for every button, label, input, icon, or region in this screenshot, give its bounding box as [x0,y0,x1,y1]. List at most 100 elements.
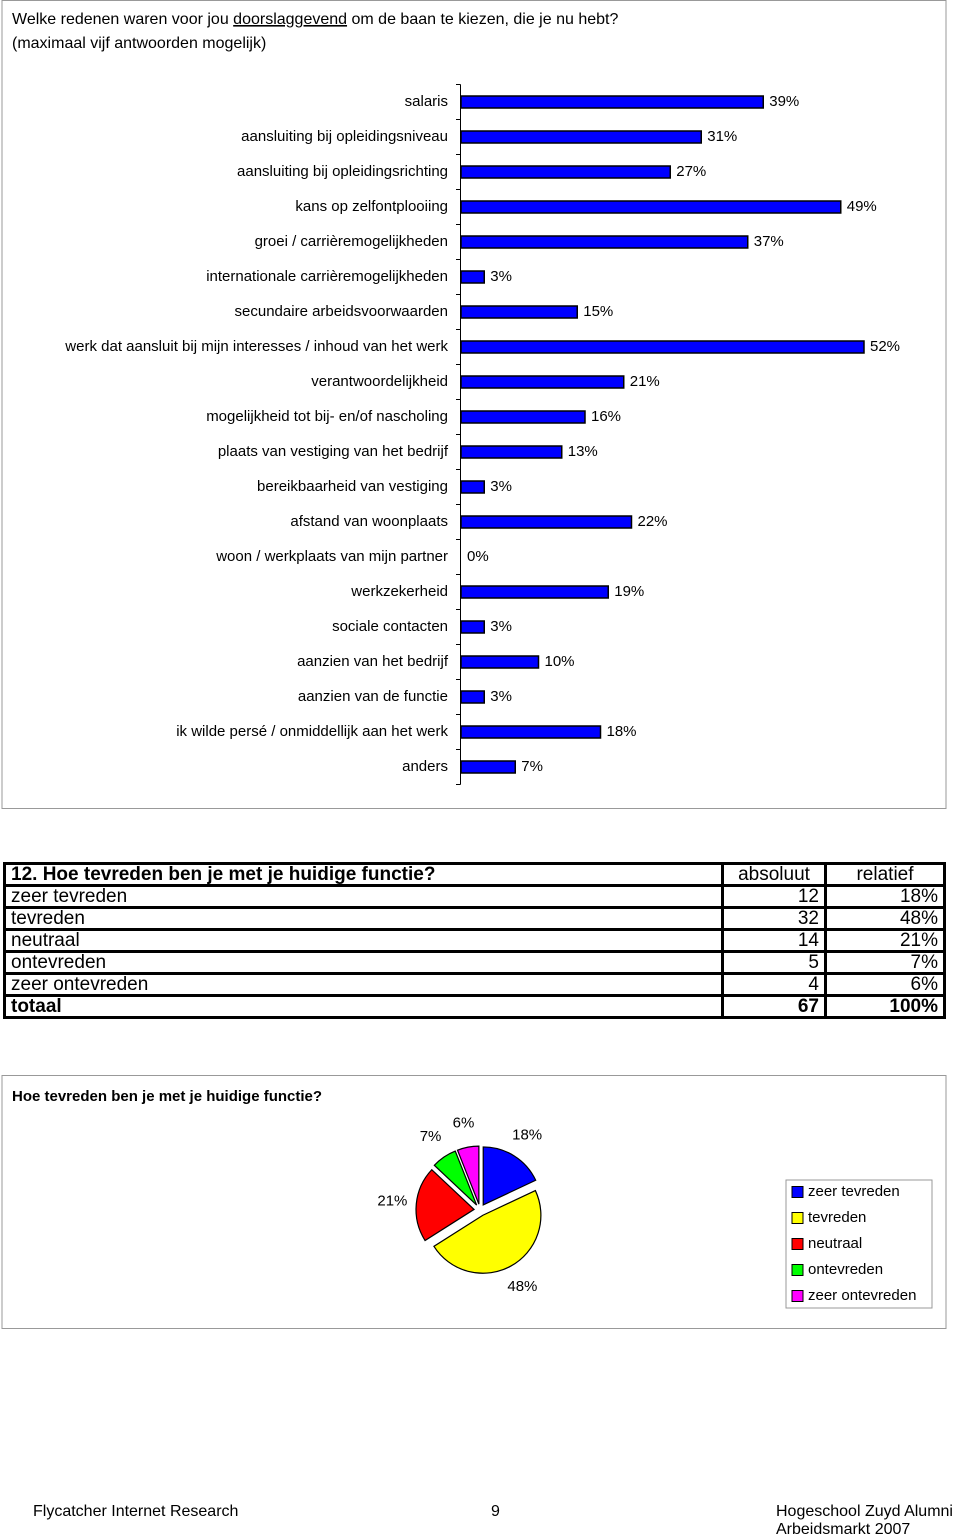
chart-frame [1,0,947,809]
value-label: 19% [614,583,644,600]
category-label: groei / carrièremogelijkheden [255,233,448,250]
pie-chart: Hoe tevreden ben je met je huidige funct… [1,1075,947,1329]
table-row: totaal 67 100% [3,994,946,1019]
chart-subtitle: (maximaal vijf antwoorden mogelijk) [12,35,266,52]
legend-label: zeer tevreden [808,1183,900,1200]
value-label: 7% [521,758,543,775]
header-cell: 12. Hoe tevreden ben je met je huidige f… [3,862,724,887]
bar [460,480,485,494]
category-label: aanzien van de functie [298,688,448,705]
pie-slice [482,1146,537,1206]
chart-frame [1,1075,947,1329]
category-label: werk dat aansluit bij mijn interesses / … [64,338,448,355]
table-cell: 4 [721,972,827,997]
value-label: 52% [870,338,900,355]
category-label: salaris [405,93,448,110]
footer-left: Flycatcher Internet Research [33,1503,239,1520]
pie-slice [415,1168,476,1242]
table-cell: neutraal [3,928,724,953]
bar [460,270,485,284]
category-label: verantwoordelijkheid [311,373,448,390]
value-label: 22% [638,513,668,530]
chart-title: Hoe tevreden ben je met je huidige funct… [12,1088,322,1105]
category-label: anders [402,758,448,775]
table-cell: 14 [721,928,827,953]
chart-title: Welke redenen waren voor jou doorslaggev… [12,11,618,28]
category-label: kans op zelfontplooiing [295,198,448,215]
table-cell: 18% [824,884,946,909]
category-label: plaats van vestiging van het bedrijf [218,443,449,460]
pie-slice [456,1145,480,1205]
category-label: afstand van woonplaats [290,513,448,530]
value-label: 18% [607,723,637,740]
bar [460,410,586,424]
header-cell: absoluut [721,862,827,887]
table-cell: 7% [824,950,946,975]
legend-swatch [791,1238,804,1250]
category-label: aansluiting bij opleidingsniveau [241,128,448,145]
table-row: zeer tevreden 12 18% [3,884,946,909]
value-label: 39% [769,93,799,110]
bar [460,585,609,599]
page-number: 9 [491,1503,500,1520]
bar [460,725,602,739]
table-header: 12. Hoe tevreden ben je met je huidige f… [3,862,946,887]
bar [460,620,485,634]
value-label: 0% [467,548,489,565]
table-row: neutraal 14 21% [3,928,946,953]
header-cell: relatief [824,862,946,887]
bar [460,130,702,144]
category-label: werkzekerheid [350,583,448,600]
slice-label: 6% [453,1115,475,1132]
value-label: 16% [591,408,621,425]
bar [460,445,563,459]
results-table: 12. Hoe tevreden ben je met je huidige f… [3,862,946,1019]
bar-chart: Welke redenen waren voor jou doorslaggev… [1,0,947,809]
bar [460,340,865,354]
slice-label: 7% [420,1128,442,1145]
bar [460,305,578,319]
category-label: ik wilde persé / onmiddellijk aan het we… [176,723,448,740]
table-cell: 32 [721,906,827,931]
value-label: 13% [568,443,598,460]
table-cell: zeer tevreden [3,884,724,909]
value-label: 10% [545,653,575,670]
footer-right: Hogeschool Zuyd Alumni [776,1503,953,1520]
footer-right: Arbeidsmarkt 2007 [776,1521,911,1538]
value-label: 37% [754,233,784,250]
table-cell: 21% [824,928,946,953]
bar [460,515,633,529]
pie-slice [433,1189,542,1274]
value-label: 15% [583,303,613,320]
pie-slice [433,1150,478,1206]
bar [460,375,625,389]
legend-swatch [791,1290,804,1302]
table-cell: 67 [721,994,827,1019]
value-label: 3% [490,268,512,285]
bar [460,200,842,214]
table-cell: 100% [824,994,946,1019]
slice-label: 18% [512,1127,542,1144]
value-label: 27% [676,163,706,180]
legend-frame [785,1179,933,1309]
category-label: bereikbaarheid van vestiging [257,478,448,495]
legend-label: tevreden [808,1209,866,1226]
slice-label: 21% [377,1193,407,1210]
bar [460,760,516,774]
table-cell: ontevreden [3,950,724,975]
bar [460,655,540,669]
category-label: aanzien van het bedrijf [297,653,449,670]
category-label: aansluiting bij opleidingsrichting [237,163,448,180]
table-cell: 12 [721,884,827,909]
value-label: 3% [490,618,512,635]
legend-swatch [791,1264,804,1276]
table-cell: totaal [3,994,724,1019]
bar [460,165,671,179]
value-label: 3% [490,688,512,705]
table-cell: 5 [721,950,827,975]
table-cell: zeer ontevreden [3,972,724,997]
category-label: secundaire arbeidsvoorwaarden [235,303,448,320]
category-label: sociale contacten [332,618,448,635]
value-label: 31% [707,128,737,145]
